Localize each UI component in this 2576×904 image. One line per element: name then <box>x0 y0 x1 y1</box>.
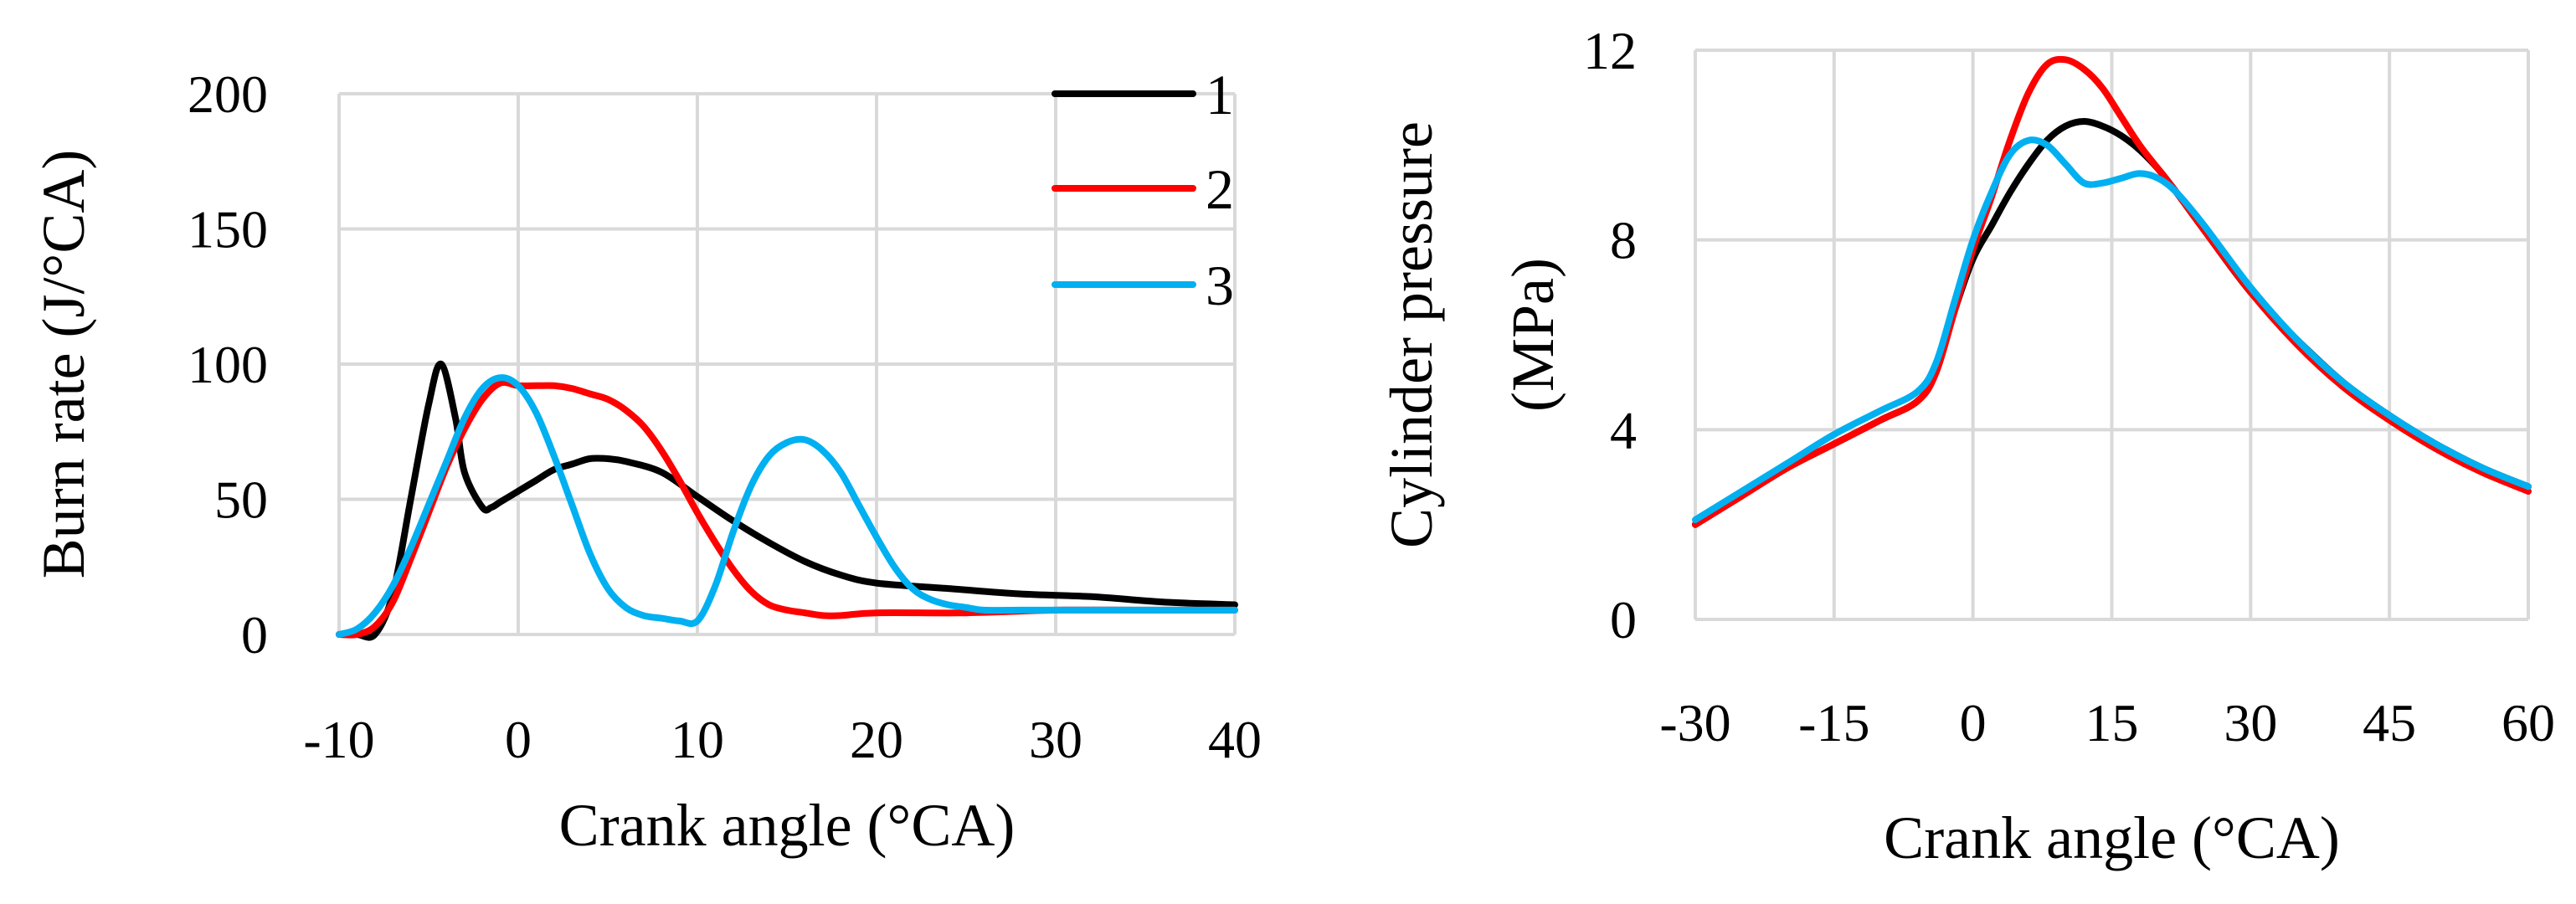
burn-rate-x-tick-label: 40 <box>1208 710 1262 769</box>
pressure-x-tick-label: 0 <box>1960 693 1987 752</box>
pressure-y-tick-label: 12 <box>1583 21 1637 80</box>
pressure-y-tick-label: 4 <box>1610 400 1637 460</box>
burn-rate-y-tick-label: 100 <box>188 335 268 394</box>
burn-rate-y-tick-label: 50 <box>214 470 268 530</box>
burn-rate-chart: -10 0 10 20 30 40 0 50 100 150 200 Crank angle (°CA… <box>30 63 1262 859</box>
pressure-x-tick-label: 60 <box>2501 693 2555 752</box>
burn-rate-legend-label-1: 1 <box>1206 63 1234 126</box>
burn-rate-legend-label-2: 2 <box>1206 157 1234 221</box>
pressure-series-3-line <box>1692 136 2532 523</box>
burn-rate-x-tick-label: 30 <box>1029 710 1082 769</box>
pressure-x-tick-label: 30 <box>2224 693 2277 752</box>
burn-rate-x-tick-label: 10 <box>671 710 724 769</box>
pressure-y-tick-label: 0 <box>1610 590 1637 650</box>
burn-rate-series-1-line <box>336 361 1238 641</box>
pressure-x-tick-label: 45 <box>2363 693 2416 752</box>
pressure-y-tick-label: 8 <box>1610 211 1637 270</box>
burn-rate-series-3-line <box>336 374 1238 638</box>
pressure-x-tick-label: -30 <box>1659 693 1730 752</box>
pressure-x-axis-title: Crank angle (°CA) <box>1884 804 2340 871</box>
burn-rate-x-tick-label: 0 <box>505 710 532 769</box>
pressure-series-2-line <box>1692 55 2532 528</box>
burn-rate-legend: 1 2 3 <box>1051 63 1234 317</box>
burn-rate-x-tick-label: -10 <box>303 710 374 769</box>
pressure-chart: -30 -15 0 15 30 45 60 0 4 8 12 Crank angle (°CA) Cyl… <box>1378 21 2555 871</box>
burn-rate-x-axis-title: Crank angle (°CA) <box>559 792 1015 859</box>
pressure-y-axis-title: Cylinder pressure (MPa) <box>1378 121 1566 548</box>
burn-rate-y-tick-label: 150 <box>188 200 268 259</box>
pressure-x-tick-label: 15 <box>2085 693 2139 752</box>
burn-rate-y-axis-title: Burn rate (J/°CA) <box>30 150 97 579</box>
burn-rate-y-tick-label: 200 <box>188 64 268 124</box>
pressure-y-axis-title-line: (MPa) <box>1499 258 1566 412</box>
pressure-x-tick-label: -15 <box>1798 693 1869 752</box>
burn-rate-x-tick-label: 20 <box>850 710 903 769</box>
burn-rate-y-tick-label: 0 <box>241 605 268 665</box>
pressure-y-axis-title-line: Cylinder pressure <box>1378 121 1445 548</box>
burn-rate-legend-label-3: 3 <box>1206 254 1234 317</box>
